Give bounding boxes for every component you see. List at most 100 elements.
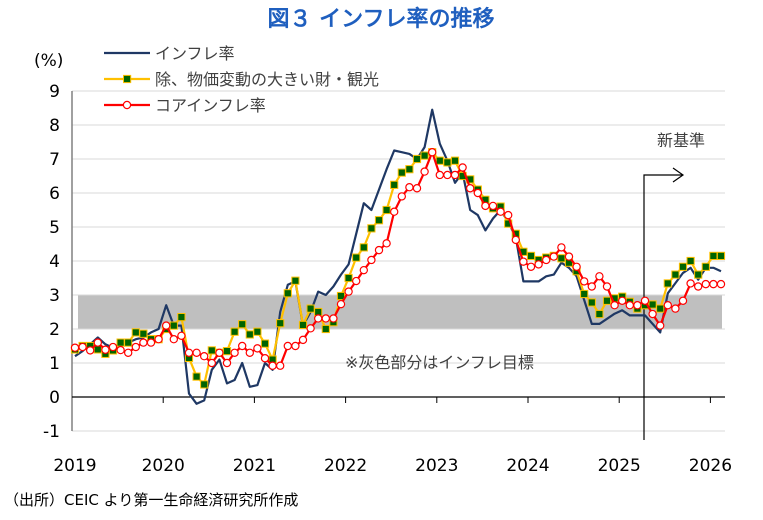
data-point: [397, 168, 406, 177]
data-point: [321, 324, 330, 334]
data-point: [123, 348, 133, 357]
data-point: [595, 309, 604, 319]
data-point: [686, 256, 695, 266]
data-point: [443, 158, 452, 167]
data-point: [610, 301, 619, 310]
data-point: [709, 251, 718, 261]
data-point: [200, 380, 209, 389]
data-point: [557, 254, 566, 263]
data-point: [435, 156, 444, 165]
data-point: [542, 255, 551, 265]
legend-label: コアインフレ率: [155, 96, 266, 115]
data-point: [519, 257, 528, 266]
data-point: [367, 255, 376, 265]
data-point: [428, 147, 437, 157]
x-tick-label: 2022: [324, 456, 367, 476]
data-point: [450, 170, 460, 180]
series-group: [70, 108, 726, 405]
y-tick-label: 4: [49, 252, 60, 272]
data-point: [412, 184, 422, 193]
data-point: [405, 183, 414, 192]
y-tick-label: 9: [49, 82, 60, 102]
y-tick-label: 2: [49, 320, 60, 340]
data-point: [701, 279, 711, 289]
data-point: [390, 207, 399, 216]
data-point: [678, 296, 688, 305]
x-tick-label: 2024: [506, 456, 549, 476]
data-point: [336, 291, 346, 301]
data-point: [283, 341, 292, 351]
data-point: [245, 348, 254, 357]
data-point: [352, 276, 361, 286]
data-point: [701, 262, 710, 271]
data-point: [602, 296, 612, 305]
data-point: [694, 270, 703, 279]
data-point: [716, 251, 726, 261]
data-point: [344, 273, 353, 283]
y-tick-label: 1: [49, 354, 60, 374]
data-point: [260, 354, 270, 363]
data-point: [534, 260, 543, 269]
data-point: [291, 276, 300, 285]
data-point: [572, 262, 581, 271]
y-tick-label: 0: [49, 388, 60, 408]
x-tick-label: 2019: [53, 456, 96, 476]
data-point: [580, 277, 589, 286]
data-point: [124, 338, 133, 347]
data-point: [291, 341, 300, 351]
data-point: [390, 180, 399, 189]
legend-marker: [123, 74, 132, 84]
data-point: [473, 188, 482, 198]
x-tick-label: 2020: [142, 456, 185, 476]
y-axis-unit-label: (%): [34, 51, 63, 71]
data-point: [618, 296, 627, 305]
data-point: [671, 270, 680, 279]
data-point: [656, 304, 665, 313]
data-point: [177, 331, 186, 340]
data-point: [276, 319, 285, 328]
data-point: [382, 205, 391, 215]
data-point: [131, 328, 140, 337]
axes: [71, 91, 725, 431]
data-point: [207, 346, 216, 355]
data-point: [154, 335, 163, 344]
data-point: [344, 287, 353, 296]
data-point: [526, 262, 536, 271]
data-point: [306, 324, 315, 333]
data-point: [709, 279, 718, 289]
x-tick-labels: 2019 2020 2021 2022 2023 2024 2025 2026: [53, 456, 732, 476]
y-tick-label: 6: [49, 184, 60, 204]
data-point: [435, 170, 444, 180]
data-point: [420, 167, 429, 176]
data-point: [580, 289, 589, 299]
source-note: （出所）CEIC より第一生命経済研究所作成: [4, 491, 298, 509]
data-point: [253, 344, 262, 353]
data-point: [587, 282, 597, 291]
new-base-annotation: 新基準: [643, 131, 705, 440]
data-point: [359, 265, 368, 275]
x-tick-label: 2023: [415, 456, 458, 476]
data-point: [352, 253, 361, 262]
data-point: [678, 262, 688, 271]
data-point: [336, 299, 346, 309]
x-tick-label: 2021: [233, 456, 276, 476]
data-point: [116, 345, 125, 355]
data-point: [298, 335, 308, 345]
y-tick-label: 3: [49, 286, 60, 306]
data-point: [192, 372, 201, 381]
data-point: [146, 338, 156, 347]
data-point: [276, 361, 285, 370]
data-point: [116, 338, 125, 347]
data-point: [245, 330, 254, 339]
data-point: [215, 348, 224, 357]
y-tick-label: 8: [49, 116, 60, 136]
data-point: [359, 243, 368, 252]
data-point: [648, 300, 657, 309]
data-point: [78, 342, 87, 352]
data-point: [237, 341, 247, 351]
data-point: [671, 304, 680, 313]
data-point: [504, 210, 513, 220]
data-point: [139, 329, 148, 338]
data-point: [321, 314, 330, 323]
